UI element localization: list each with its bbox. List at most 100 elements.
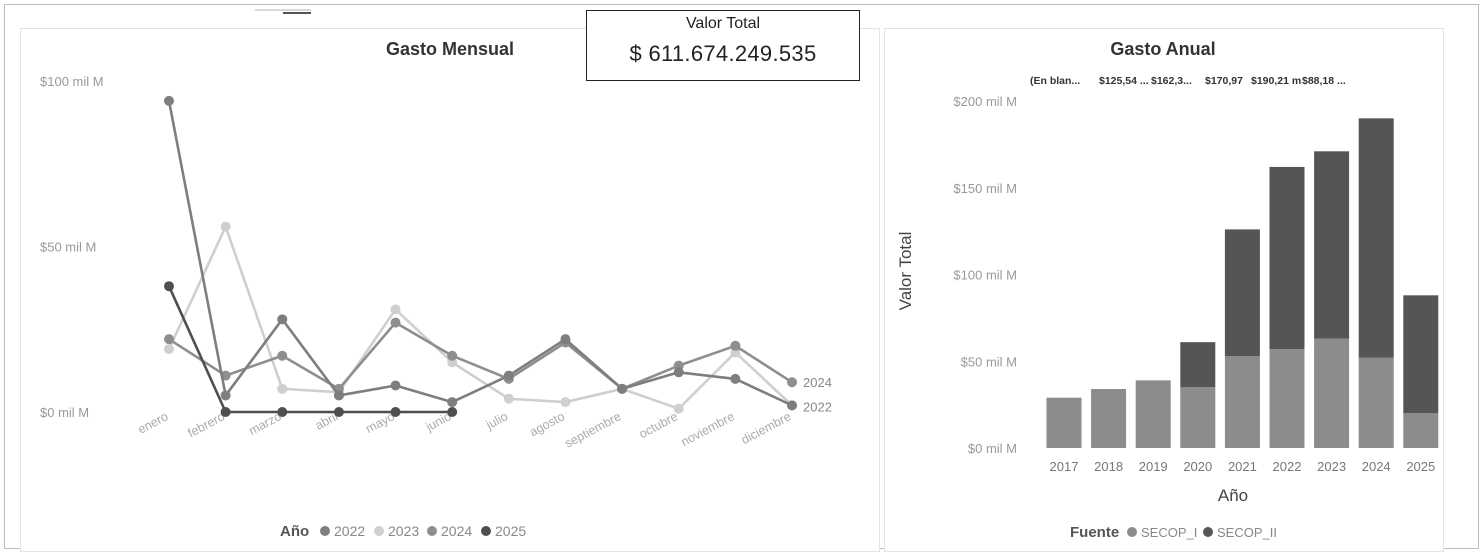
legend-item: SECOP_II: [1217, 525, 1277, 540]
data-point-2025: [220, 407, 231, 417]
data-point-2022: [277, 314, 288, 325]
bar-segment-SECOP_II: [1224, 229, 1260, 357]
data-point-2025: [390, 407, 401, 417]
kpi-label: Valor Total: [685, 15, 761, 32]
legend-item: SECOP_I: [1141, 525, 1197, 540]
data-point-2024: [390, 317, 401, 328]
data-point-2025: [447, 407, 458, 417]
data-point-2023: [164, 344, 174, 355]
series-line-2024: [168, 321, 793, 391]
x-tick-label: 2025: [1406, 459, 1435, 474]
top-data-label: $125,54 ...: [1099, 75, 1149, 87]
legend-item: 2025: [495, 523, 526, 539]
y-tick-label: $100 mil M: [953, 268, 1017, 283]
y-tick-label: $50 mil M: [40, 240, 96, 255]
data-point-2022: [164, 95, 174, 106]
kpi-value: $ 611.674.249.535: [629, 41, 817, 66]
series-line-2023: [167, 225, 793, 410]
data-point-2023: [673, 403, 684, 414]
decorative-swatch: [255, 9, 311, 14]
data-point-2022: [730, 373, 741, 384]
monthly-spend-svg: Gasto Mensual $100 mil M $50 mil M $0 mil M…: [40, 39, 832, 540]
data-point-2023: [277, 383, 288, 394]
chart-title: Gasto Mensual: [386, 39, 514, 59]
data-point-2022: [617, 383, 628, 394]
x-tick-label: 2020: [1183, 459, 1212, 474]
data-point-2023: [390, 304, 401, 315]
x-tick-label: noviembre: [679, 409, 737, 449]
y-tick-label: $150 mil M: [953, 181, 1017, 196]
bar-segment-SECOP_I: [1358, 357, 1394, 448]
series-line-2022: [167, 100, 793, 407]
data-point-2022: [787, 400, 797, 411]
bar-segment-SECOP_II: [1358, 118, 1394, 358]
legend-marker-2022: [320, 526, 330, 536]
top-data-label: (En blan...: [1030, 75, 1080, 87]
y-tick-label: $100 mil M: [40, 74, 104, 89]
y-axis-title: Valor Total: [896, 232, 915, 311]
data-point-2024: [447, 350, 458, 361]
data-point-2024: [164, 334, 174, 345]
bar-segment-SECOP_I: [1269, 349, 1305, 448]
legend-title: Fuente: [1070, 524, 1119, 541]
x-tick-label: agosto: [527, 409, 567, 439]
bar-segment-SECOP_I: [1314, 338, 1350, 448]
top-data-label: $162,3...: [1151, 75, 1192, 87]
top-data-label: $190,21 m: [1251, 75, 1301, 87]
bar-segment-SECOP_I: [1224, 356, 1260, 448]
legend-marker-SECOP_II: [1203, 527, 1213, 537]
data-point-2022: [560, 334, 571, 345]
legend-item: 2022: [334, 523, 365, 539]
bar-segment-SECOP_II: [1180, 342, 1216, 388]
bar-segment-SECOP_II: [1314, 151, 1350, 339]
legend-title: Año: [280, 523, 309, 540]
x-tick-label: 2022: [1273, 459, 1302, 474]
bar-segment-SECOP_I: [1046, 397, 1082, 448]
y-tick-label: $0 mil M: [968, 441, 1017, 456]
legend-marker-2025: [481, 526, 491, 536]
legend-item: 2024: [441, 523, 472, 539]
monthly-spend-chart[interactable]: Gasto Mensual $100 mil M $50 mil M $0 mil M…: [20, 28, 880, 552]
data-point-2023: [560, 397, 571, 408]
legend-marker-2024: [427, 526, 437, 536]
legend-marker-2023: [374, 526, 384, 536]
x-tick-label: diciembre: [739, 409, 793, 447]
data-point-2024: [277, 350, 288, 361]
data-point-2022: [220, 390, 231, 401]
data-point-2022: [447, 397, 458, 408]
y-tick-label: $0 mil M: [40, 405, 89, 420]
legend-item: 2023: [388, 523, 419, 539]
legend-marker-SECOP_I: [1127, 527, 1137, 537]
data-point-2022: [333, 390, 344, 401]
data-point-2022: [390, 380, 401, 391]
chart-title: Gasto Anual: [1110, 39, 1215, 59]
bar-segment-SECOP_II: [1269, 166, 1305, 350]
data-point-2024: [787, 377, 797, 388]
x-tick-label: 2019: [1139, 459, 1168, 474]
bar-segment-SECOP_II: [1403, 295, 1439, 414]
y-tick-label: $50 mil M: [961, 354, 1017, 369]
total-value-card[interactable]: Valor Total $ 611.674.249.535: [586, 10, 860, 81]
x-tick-label: octubre: [637, 409, 680, 441]
x-tick-label: septiembre: [562, 409, 623, 450]
x-tick-label: enero: [136, 409, 171, 436]
x-tick-label: 2023: [1317, 459, 1346, 474]
bar-segment-SECOP_I: [1180, 387, 1216, 448]
x-tick-label: 2018: [1094, 459, 1123, 474]
data-point-2023: [220, 221, 231, 232]
x-tick-label: 2017: [1050, 459, 1079, 474]
x-tick-label: febrero: [185, 409, 227, 440]
series-end-label: 2022: [803, 399, 832, 414]
x-tick-label: 2021: [1228, 459, 1257, 474]
bar-segment-SECOP_I: [1091, 389, 1127, 448]
x-axis-title: Año: [1218, 486, 1248, 505]
annual-spend-svg: Gasto Anual $200 mil M $150 mil M $100 mil …: [896, 39, 1439, 541]
y-tick-label: $200 mil M: [953, 94, 1017, 109]
x-tick-label: 2024: [1362, 459, 1391, 474]
series-end-label: 2024: [803, 375, 832, 390]
data-point-2023: [503, 393, 514, 404]
annual-spend-chart[interactable]: Gasto Anual $200 mil M $150 mil M $100 mil …: [884, 28, 1444, 552]
data-point-2024: [730, 340, 741, 351]
data-point-2022: [673, 367, 684, 378]
bar-segment-SECOP_I: [1403, 413, 1439, 448]
